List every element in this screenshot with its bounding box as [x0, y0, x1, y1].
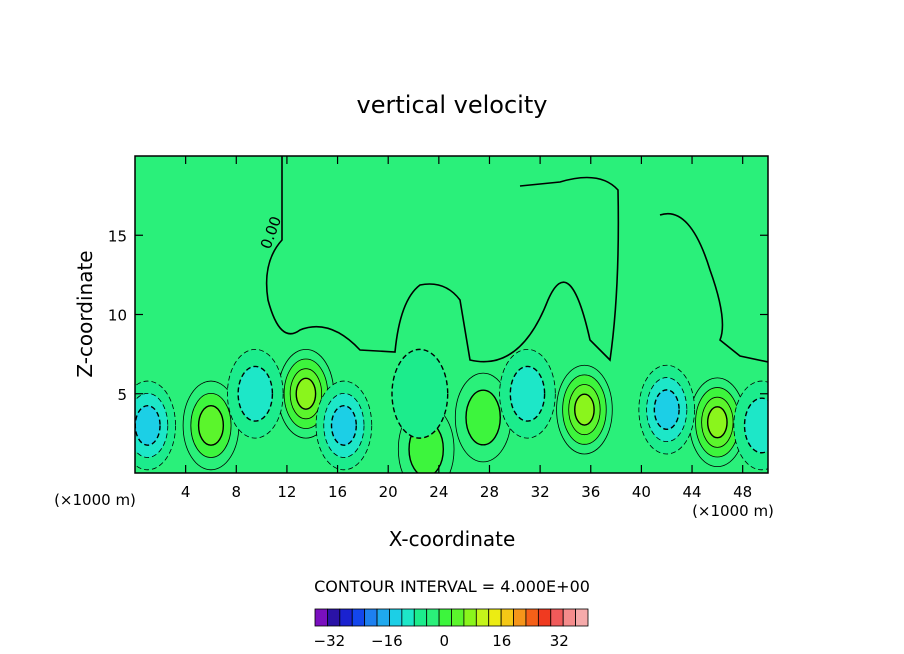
contour-lines	[265, 156, 768, 363]
contour-interval-label: CONTOUR INTERVAL = 4.000E+00	[314, 577, 590, 596]
colorbar-swatch	[475, 608, 490, 627]
x-tick-label: 12	[277, 483, 296, 501]
contour-level	[706, 406, 728, 439]
contour-level	[330, 405, 357, 446]
x-tick-label: 40	[632, 483, 651, 501]
x-tick-label: 36	[581, 483, 600, 501]
colorbar-swatch	[364, 608, 378, 627]
chart-title: vertical velocity	[357, 91, 548, 119]
contour-cell	[135, 380, 176, 471]
colorbar-swatch	[525, 608, 539, 627]
contour-level	[743, 397, 768, 454]
colorbar-swatch	[413, 608, 428, 627]
zero-contour-line-right	[659, 212, 768, 363]
x-tick-label: 44	[682, 483, 701, 501]
colorbar-swatch	[451, 608, 465, 627]
contour-level	[237, 365, 274, 422]
y-tick-label: 5	[117, 386, 127, 404]
x-unit-right: (×1000 m)	[692, 502, 774, 520]
contour-level	[197, 405, 225, 446]
y-tick-label: 10	[108, 307, 127, 325]
colorbar-tick-label: 0	[440, 632, 450, 650]
x-axis: 4 8 12 16 20 24 28 32 36 40 44 48	[181, 156, 752, 501]
colorbar-swatch	[550, 608, 564, 627]
colorbar-swatch	[500, 608, 514, 627]
colorbar-swatch	[339, 608, 353, 627]
x-tick-label: 8	[232, 483, 242, 501]
colorbar-swatch	[513, 608, 527, 627]
contour-cell	[454, 372, 512, 463]
x-tick-label: 28	[480, 483, 499, 501]
colorbar-swatch	[401, 608, 415, 627]
y-axis-label: Z-coordinate	[73, 250, 97, 377]
x-axis-label: X-coordinate	[389, 527, 516, 551]
colorbar-tick-label: −32	[314, 632, 346, 650]
colorbar-tick-label: −16	[371, 632, 403, 650]
contour-cell	[227, 348, 284, 439]
colorbar	[314, 608, 589, 627]
contour-level	[653, 389, 680, 431]
y-tick-label: 15	[108, 227, 127, 245]
colorbar-swatch	[537, 608, 552, 627]
colorbar-swatch	[562, 608, 576, 627]
contour-cell	[391, 348, 449, 439]
x-tick-label: 4	[181, 483, 191, 501]
colorbar-ticks: −32 −16 0 16 32	[314, 632, 569, 650]
colorbar-swatch	[575, 608, 589, 627]
contour-level	[509, 365, 546, 422]
colorbar-swatch	[488, 608, 502, 627]
colorbar-swatch	[426, 608, 440, 627]
x-tick-label: 20	[379, 483, 398, 501]
contour-level	[465, 389, 501, 446]
contour-field	[135, 348, 768, 473]
x-tick-label: 48	[733, 483, 752, 501]
colorbar-tick-label: 32	[550, 632, 569, 650]
colorbar-swatch	[314, 608, 328, 627]
y-axis: 5 10 15	[108, 227, 768, 404]
x-tick-label: 16	[328, 483, 347, 501]
x-tick-label: 32	[531, 483, 550, 501]
contour-level	[391, 348, 449, 439]
colorbar-swatch	[438, 608, 452, 627]
contour-cell	[556, 364, 613, 455]
contour-cell	[499, 348, 556, 439]
contour-cell	[733, 380, 768, 471]
colorbar-swatch	[351, 608, 366, 627]
contour-level	[135, 405, 161, 446]
contour-level	[295, 377, 317, 410]
contour-cell	[315, 380, 373, 471]
colorbar-swatch	[463, 608, 477, 627]
plot-area: 0.00	[134, 155, 769, 474]
contour-level	[574, 393, 595, 426]
x-tick-label: 24	[429, 483, 448, 501]
colorbar-swatch	[389, 608, 403, 627]
colorbar-swatch	[376, 608, 390, 627]
colorbar-tick-label: 16	[492, 632, 511, 650]
colorbar-swatch	[327, 608, 341, 627]
contour-cell	[638, 364, 695, 455]
zero-contour-line	[265, 156, 620, 363]
x-unit-left: (×1000 m)	[54, 491, 136, 509]
